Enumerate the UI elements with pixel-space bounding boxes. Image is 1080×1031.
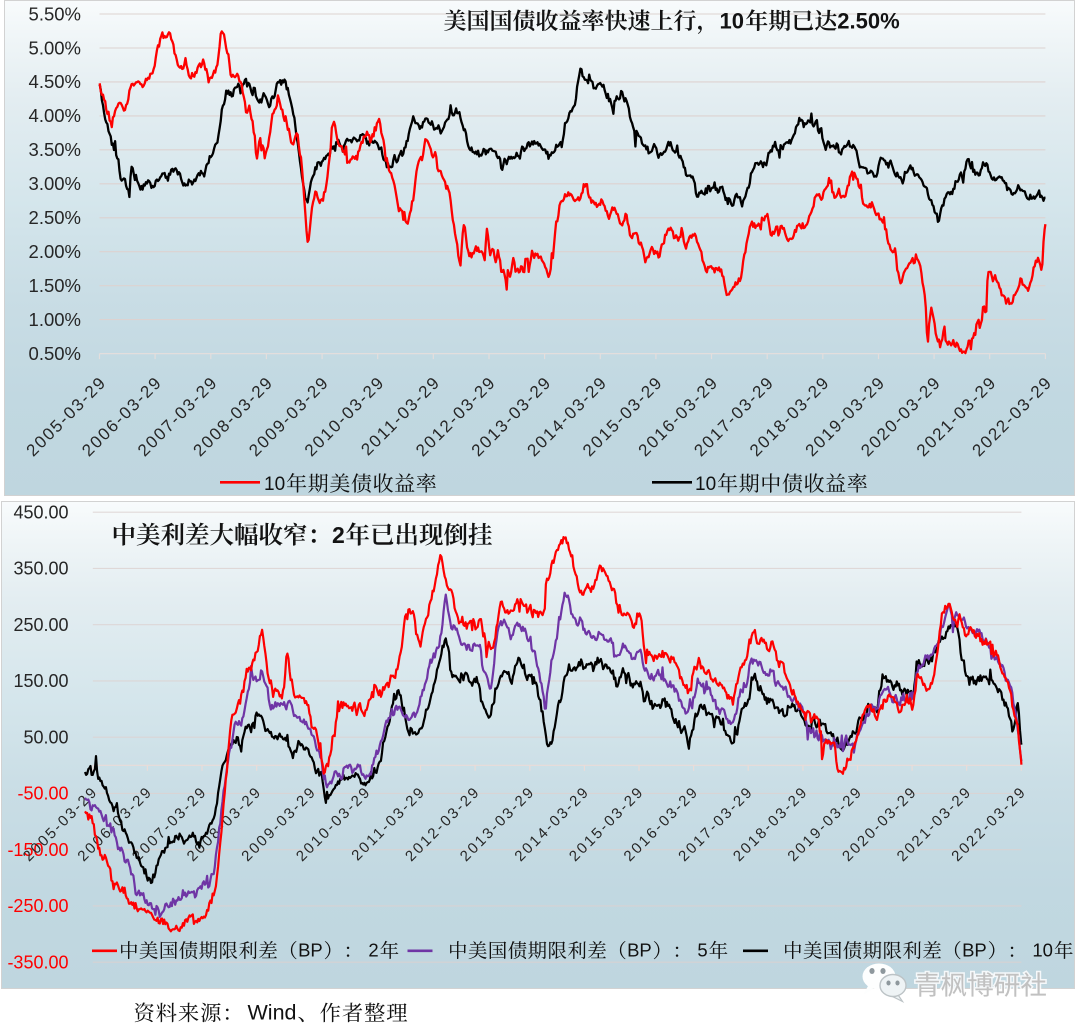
svg-text:-150.00: -150.00: [7, 840, 68, 860]
svg-text:2.50%: 2.50%: [29, 207, 81, 228]
svg-text:0.50%: 0.50%: [29, 343, 81, 364]
svg-text:4.00%: 4.00%: [29, 105, 81, 126]
svg-text:BP: BP: [962, 939, 987, 960]
svg-text:1.50%: 1.50%: [29, 275, 81, 296]
svg-text:Wind: Wind: [248, 1001, 297, 1025]
svg-text:5: 5: [697, 939, 707, 960]
svg-text:3.00%: 3.00%: [29, 173, 81, 194]
svg-text:2.50%: 2.50%: [837, 9, 899, 34]
svg-text:150.00: 150.00: [13, 671, 68, 691]
svg-text:BP: BP: [298, 939, 323, 960]
svg-text:-250.00: -250.00: [7, 896, 68, 916]
svg-text:450.00: 450.00: [13, 502, 68, 522]
svg-text:3.50%: 3.50%: [29, 139, 81, 160]
svg-text:5.50%: 5.50%: [29, 3, 81, 24]
svg-text:50.00: 50.00: [23, 727, 68, 747]
svg-text:10: 10: [264, 474, 285, 495]
svg-text:2: 2: [332, 522, 345, 548]
svg-text:1.00%: 1.00%: [29, 309, 81, 330]
svg-text:BP: BP: [627, 939, 652, 960]
svg-text:10: 10: [695, 474, 716, 495]
svg-text:4.50%: 4.50%: [29, 71, 81, 92]
svg-text:250.00: 250.00: [13, 615, 68, 635]
svg-text:10: 10: [720, 9, 744, 34]
svg-text:5.00%: 5.00%: [29, 37, 81, 58]
svg-text:2.00%: 2.00%: [29, 241, 81, 262]
svg-text:350.00: 350.00: [13, 559, 68, 579]
svg-text:2: 2: [368, 939, 378, 960]
svg-text:-350.00: -350.00: [7, 952, 68, 972]
svg-text:-50.00: -50.00: [17, 784, 68, 804]
svg-text:10: 10: [1032, 939, 1053, 960]
